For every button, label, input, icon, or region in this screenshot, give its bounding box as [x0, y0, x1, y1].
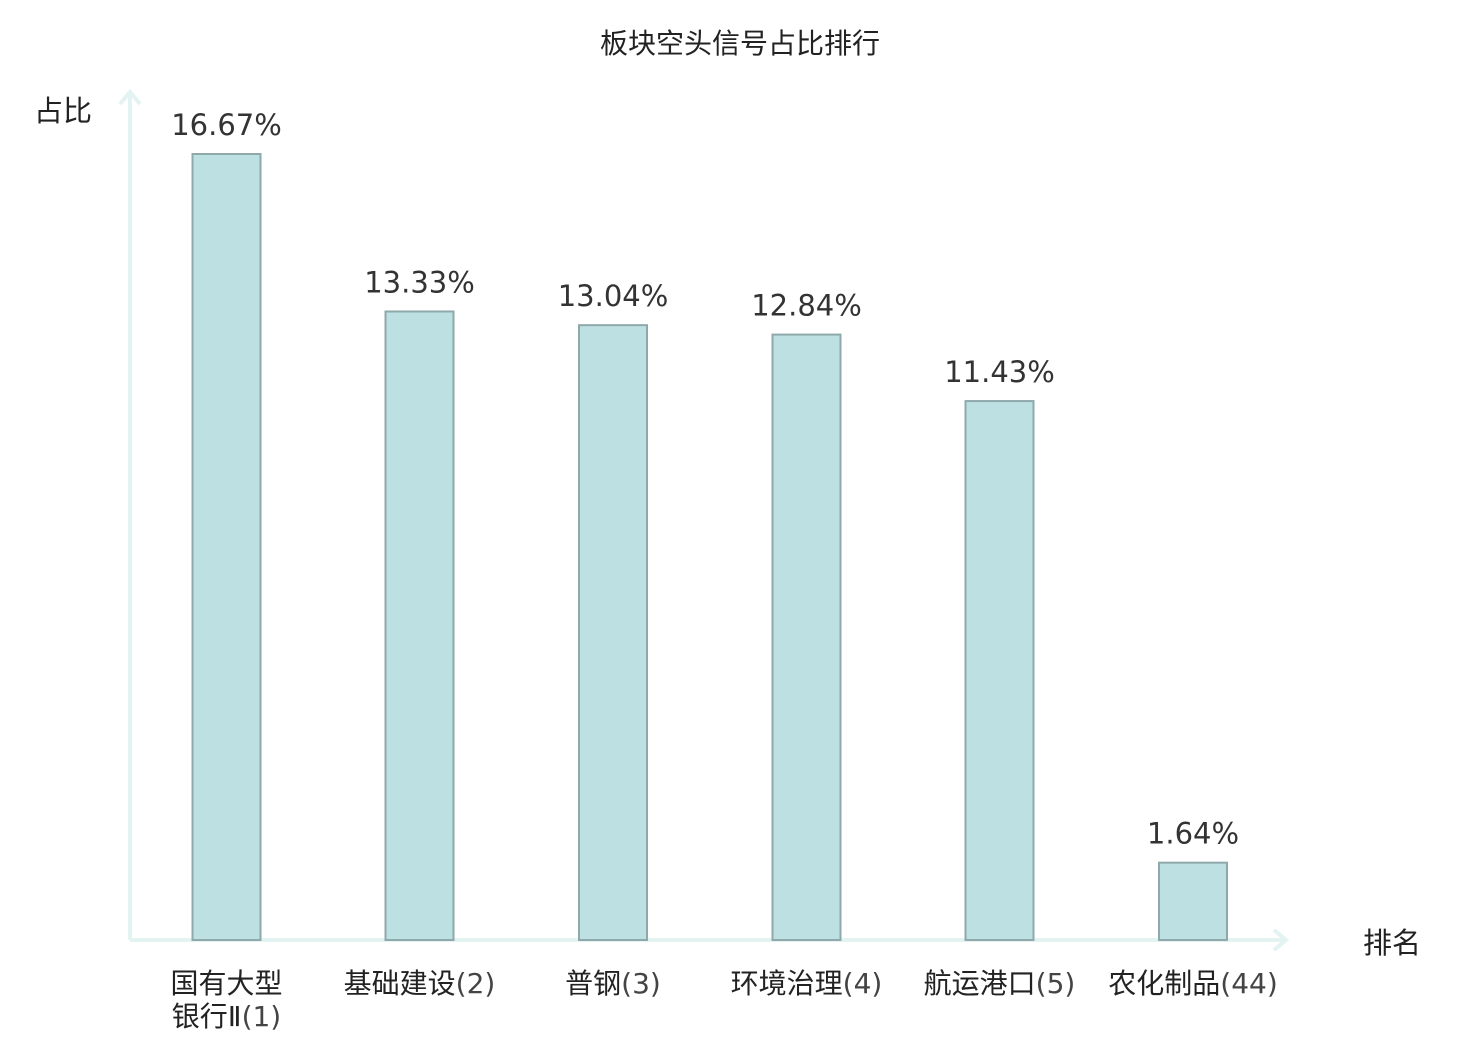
bar	[771, 333, 842, 941]
bar-series	[191, 153, 1228, 942]
x-tick-name: 银行Ⅱ	[172, 1000, 242, 1033]
y-axis-arrow-icon	[118, 88, 142, 106]
bar	[191, 153, 262, 941]
x-tick-rank: (5)	[1036, 967, 1076, 1000]
x-tick-rank: (4)	[843, 967, 883, 1000]
chart-title: 板块空头信号占比排行	[600, 27, 880, 60]
x-tick-name: 基础建设	[344, 967, 456, 1000]
x-tick-rank: (1)	[242, 1000, 282, 1033]
x-tick-label: 环境治理(4)	[731, 967, 883, 1000]
x-axis: 排名	[130, 926, 1421, 960]
x-tick-label: 航运港口(5)	[924, 967, 1076, 1000]
x-tick-label: 银行Ⅱ(1)	[172, 1000, 281, 1033]
x-tick-label: 国有大型	[170, 967, 282, 1000]
bar-value-label: 13.04%	[558, 279, 669, 313]
bar-value-label: 11.43%	[944, 355, 1055, 389]
x-tick-name: 环境治理	[731, 967, 843, 1000]
x-tick-name: 航运港口	[924, 967, 1036, 1000]
bar-value-label: 16.67%	[171, 108, 282, 142]
bar-value-label: 1.64%	[1147, 817, 1239, 851]
bar	[384, 310, 455, 941]
x-tick-name: 农化制品	[1108, 967, 1220, 1000]
y-axis-label: 占比	[34, 94, 92, 128]
x-tick-rank: (44)	[1220, 967, 1277, 1000]
x-tick-rank: (3)	[621, 967, 661, 1000]
bar	[578, 324, 648, 941]
x-tick-label: 基础建设(2)	[344, 967, 496, 1000]
bar	[1158, 861, 1228, 942]
x-tick-name: 国有大型	[170, 967, 282, 1000]
x-tick-name: 普钢	[565, 967, 621, 1000]
bar-value-label: 13.33%	[364, 265, 475, 299]
x-tick-rank: (2)	[456, 967, 496, 1000]
value-labels: 16.67% 13.33% 13.04% 12.84% 11.43% 1.64%	[171, 108, 1239, 851]
y-axis: 占比	[34, 88, 142, 940]
bar-value-label: 12.84%	[751, 289, 862, 323]
x-tick-label: 普钢(3)	[565, 967, 661, 1000]
x-tick-label: 农化制品(44)	[1108, 967, 1278, 1000]
bar	[964, 400, 1035, 942]
x-axis-label: 排名	[1363, 926, 1421, 960]
x-axis-arrow-icon	[1272, 928, 1290, 952]
